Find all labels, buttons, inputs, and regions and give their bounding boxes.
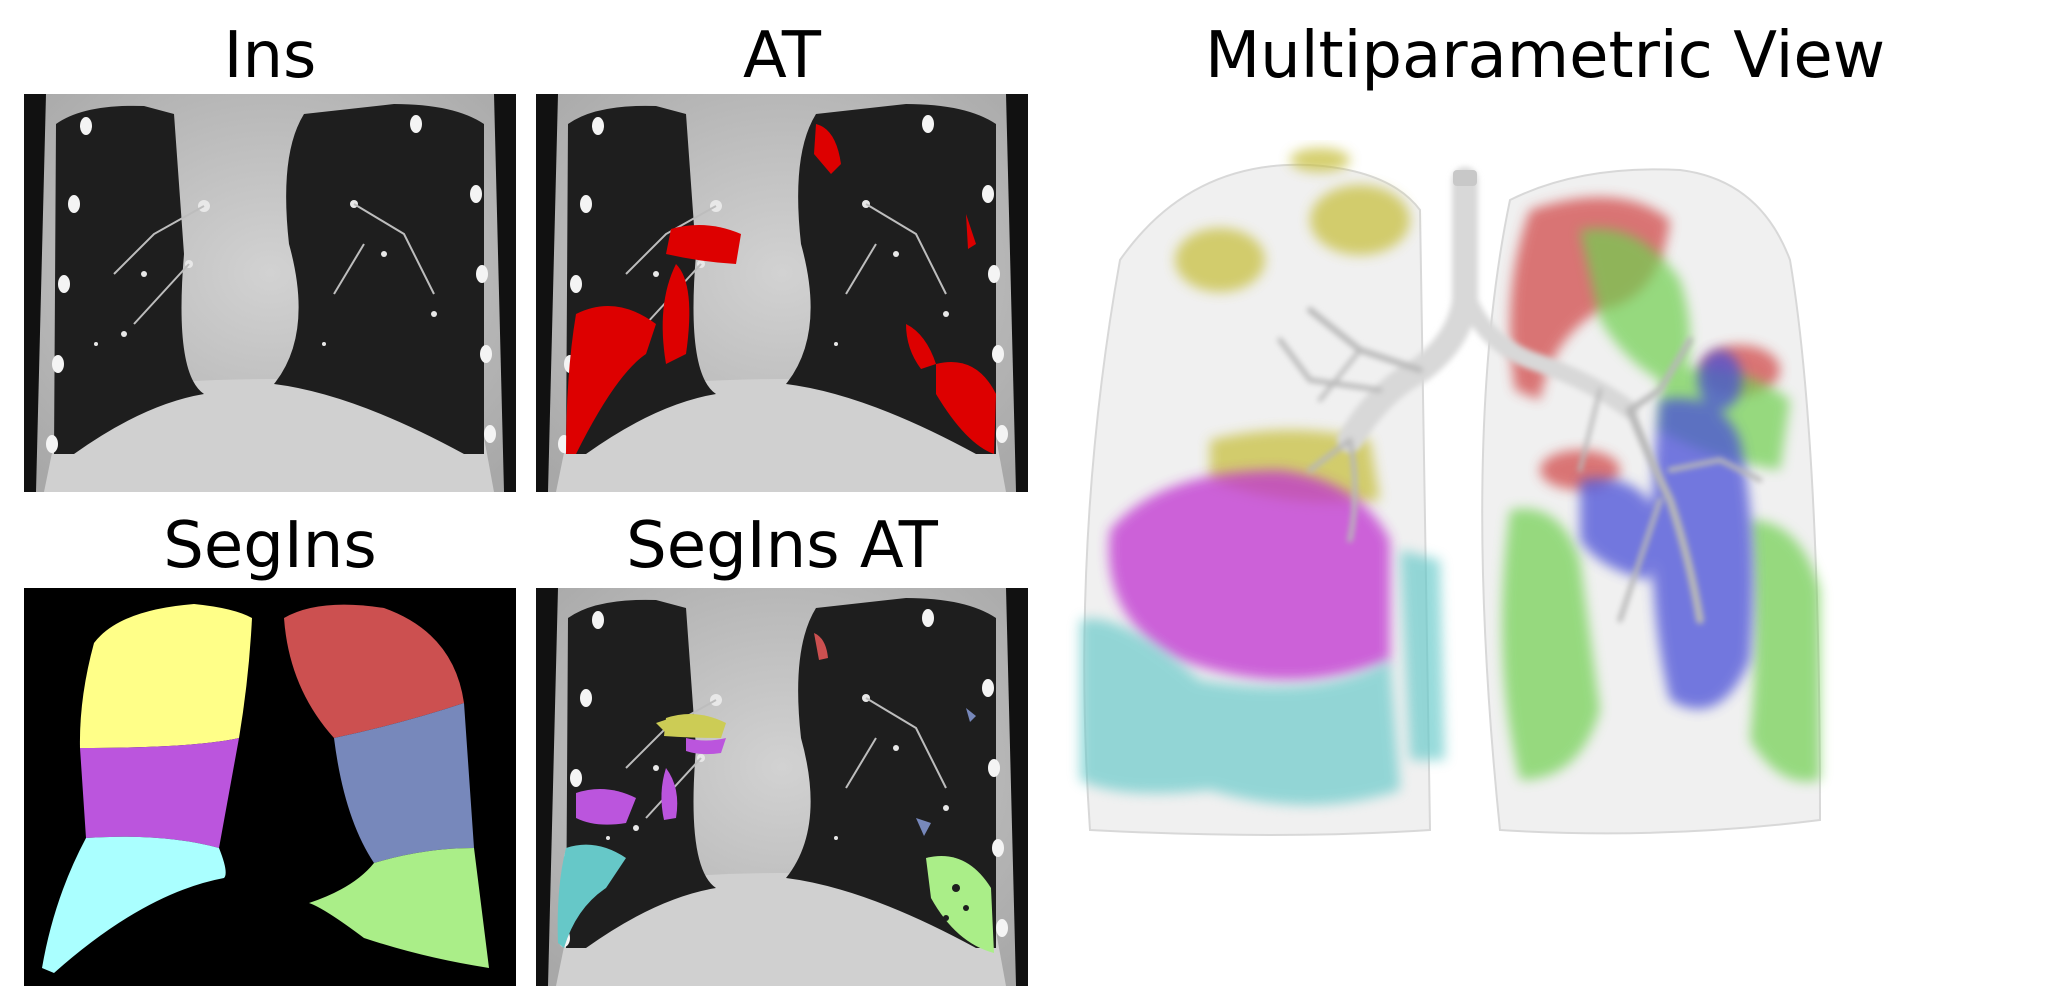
multiparametric-3d-render [1060, 140, 2030, 890]
panel-title-segins: SegIns [163, 509, 377, 583]
panel-title-ins: Ins [223, 19, 317, 93]
lobe-segmentation-image [24, 588, 516, 986]
ct-inspiration-image [24, 94, 516, 492]
panel-title-multiparametric-view: Multiparametric View [1204, 19, 1886, 93]
lobe-air-trapping-image [536, 588, 1028, 986]
panel-title-at: AT [743, 19, 821, 93]
panel-title-segins-at: SegIns AT [626, 509, 938, 583]
ct-air-trapping-image [536, 94, 1028, 492]
